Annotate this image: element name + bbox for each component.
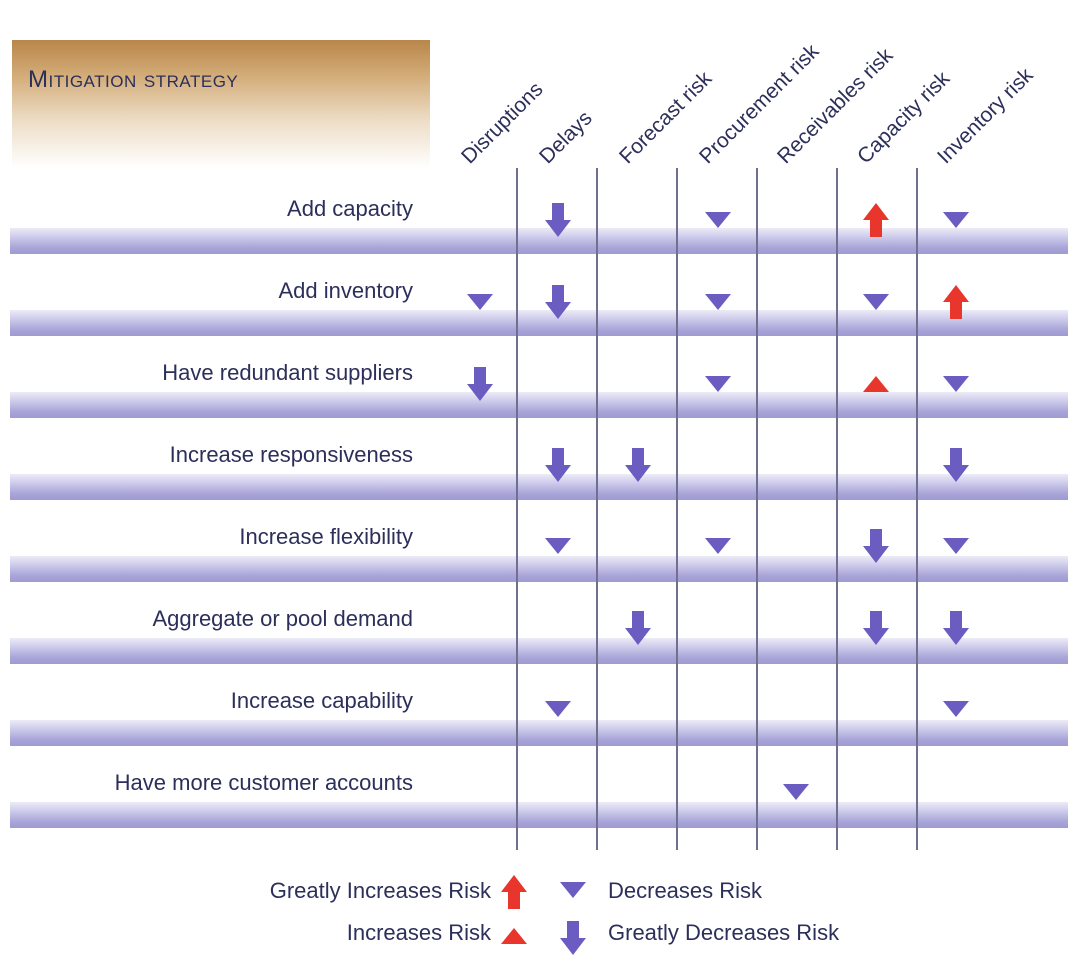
column-divider — [916, 168, 918, 850]
legend-greatly-increases-icon — [501, 875, 527, 914]
greatly-decreases-icon — [943, 611, 969, 650]
row-band — [10, 474, 1068, 500]
decreases-icon — [943, 376, 969, 397]
legend-greatly-decreases-label: Greatly Decreases Risk — [608, 920, 840, 945]
legend-decreases-icon — [560, 882, 586, 903]
decreases-icon — [783, 784, 809, 805]
row-label: Add capacity — [287, 196, 413, 221]
column-divider — [836, 168, 838, 850]
greatly-decreases-icon — [545, 285, 571, 324]
column-divider — [516, 168, 518, 850]
greatly-increases-icon — [943, 285, 969, 324]
greatly-decreases-icon — [943, 448, 969, 487]
row-label: Increase flexibility — [239, 524, 413, 549]
row-band — [10, 556, 1068, 582]
decreases-icon — [943, 212, 969, 233]
column-divider — [676, 168, 678, 850]
row-band — [10, 228, 1068, 254]
decreases-icon — [705, 538, 731, 559]
column-header: Delays — [535, 106, 597, 169]
increases-icon — [863, 376, 889, 397]
row-label: Aggregate or pool demand — [152, 606, 413, 631]
legend-greatly-decreases-icon — [560, 921, 586, 960]
greatly-decreases-icon — [545, 203, 571, 242]
column-divider — [756, 168, 758, 850]
row-band — [10, 638, 1068, 664]
legend-greatly-increases-label: Greatly Increases Risk — [269, 878, 491, 903]
row-label: Have more customer accounts — [114, 770, 413, 795]
decreases-icon — [705, 212, 731, 233]
row-label: Add inventory — [278, 278, 413, 303]
greatly-decreases-icon — [545, 448, 571, 487]
row-band — [10, 720, 1068, 746]
greatly-decreases-icon — [625, 611, 651, 650]
decreases-icon — [705, 376, 731, 397]
column-divider — [596, 168, 598, 850]
greatly-decreases-icon — [467, 367, 493, 406]
greatly-decreases-icon — [863, 611, 889, 650]
row-band — [10, 310, 1068, 336]
row-band — [10, 392, 1068, 418]
decreases-icon — [943, 538, 969, 559]
decreases-icon — [545, 538, 571, 559]
row-label: Increase capability — [230, 688, 413, 713]
legend-increases-icon — [501, 928, 527, 949]
greatly-decreases-icon — [863, 529, 889, 568]
row-label: Increase responsiveness — [169, 442, 413, 467]
decreases-icon — [863, 294, 889, 315]
title-banner — [12, 40, 430, 168]
decreases-icon — [467, 294, 493, 315]
decreases-icon — [705, 294, 731, 315]
greatly-decreases-icon — [625, 448, 651, 487]
column-header: Disruptions — [457, 77, 548, 169]
row-band — [10, 802, 1068, 828]
decreases-icon — [545, 701, 571, 722]
row-label: Have redundant suppliers — [162, 360, 413, 385]
legend-decreases-label: Decreases Risk — [608, 878, 763, 903]
legend-increases-label: Increases Risk — [346, 920, 491, 945]
matrix-title: Mitigation strategy — [28, 66, 239, 93]
decreases-icon — [943, 701, 969, 722]
greatly-increases-icon — [863, 203, 889, 242]
